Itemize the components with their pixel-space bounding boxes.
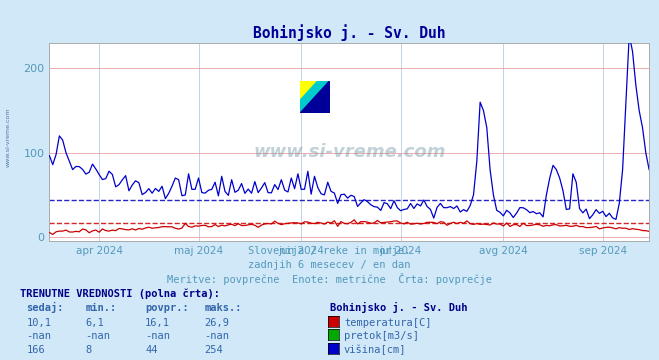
Text: pretok[m3/s]: pretok[m3/s] [344,331,419,341]
Text: www.si-vreme.com: www.si-vreme.com [5,107,11,167]
Text: 166: 166 [26,345,45,355]
Text: TRENUTNE VREDNOSTI (polna črta):: TRENUTNE VREDNOSTI (polna črta): [20,288,219,299]
Text: Slovenija / reke in morje.: Slovenija / reke in morje. [248,246,411,256]
Text: -nan: -nan [86,331,111,341]
Text: maks.:: maks.: [204,303,242,314]
Text: -nan: -nan [204,331,229,341]
Polygon shape [300,81,330,113]
Text: -nan: -nan [145,331,170,341]
Text: 6,1: 6,1 [86,318,104,328]
Title: Bohinjsko j. - Sv. Duh: Bohinjsko j. - Sv. Duh [253,24,445,41]
Text: 26,9: 26,9 [204,318,229,328]
Text: sedaj:: sedaj: [26,302,64,314]
Text: 16,1: 16,1 [145,318,170,328]
Text: povpr.:: povpr.: [145,303,188,314]
Text: 8: 8 [86,345,92,355]
Polygon shape [300,81,330,113]
Text: -nan: -nan [26,331,51,341]
Text: višina[cm]: višina[cm] [344,345,407,355]
Text: Meritve: povprečne  Enote: metrične  Črta: povprečje: Meritve: povprečne Enote: metrične Črta:… [167,273,492,285]
Text: www.si-vreme.com: www.si-vreme.com [253,143,445,161]
Text: zadnjih 6 mesecev / en dan: zadnjih 6 mesecev / en dan [248,260,411,270]
Polygon shape [300,81,330,113]
Text: min.:: min.: [86,303,117,314]
Text: 10,1: 10,1 [26,318,51,328]
Text: 44: 44 [145,345,158,355]
Text: temperatura[C]: temperatura[C] [344,318,432,328]
Text: 254: 254 [204,345,223,355]
Text: Bohinjsko j. - Sv. Duh: Bohinjsko j. - Sv. Duh [330,302,467,314]
